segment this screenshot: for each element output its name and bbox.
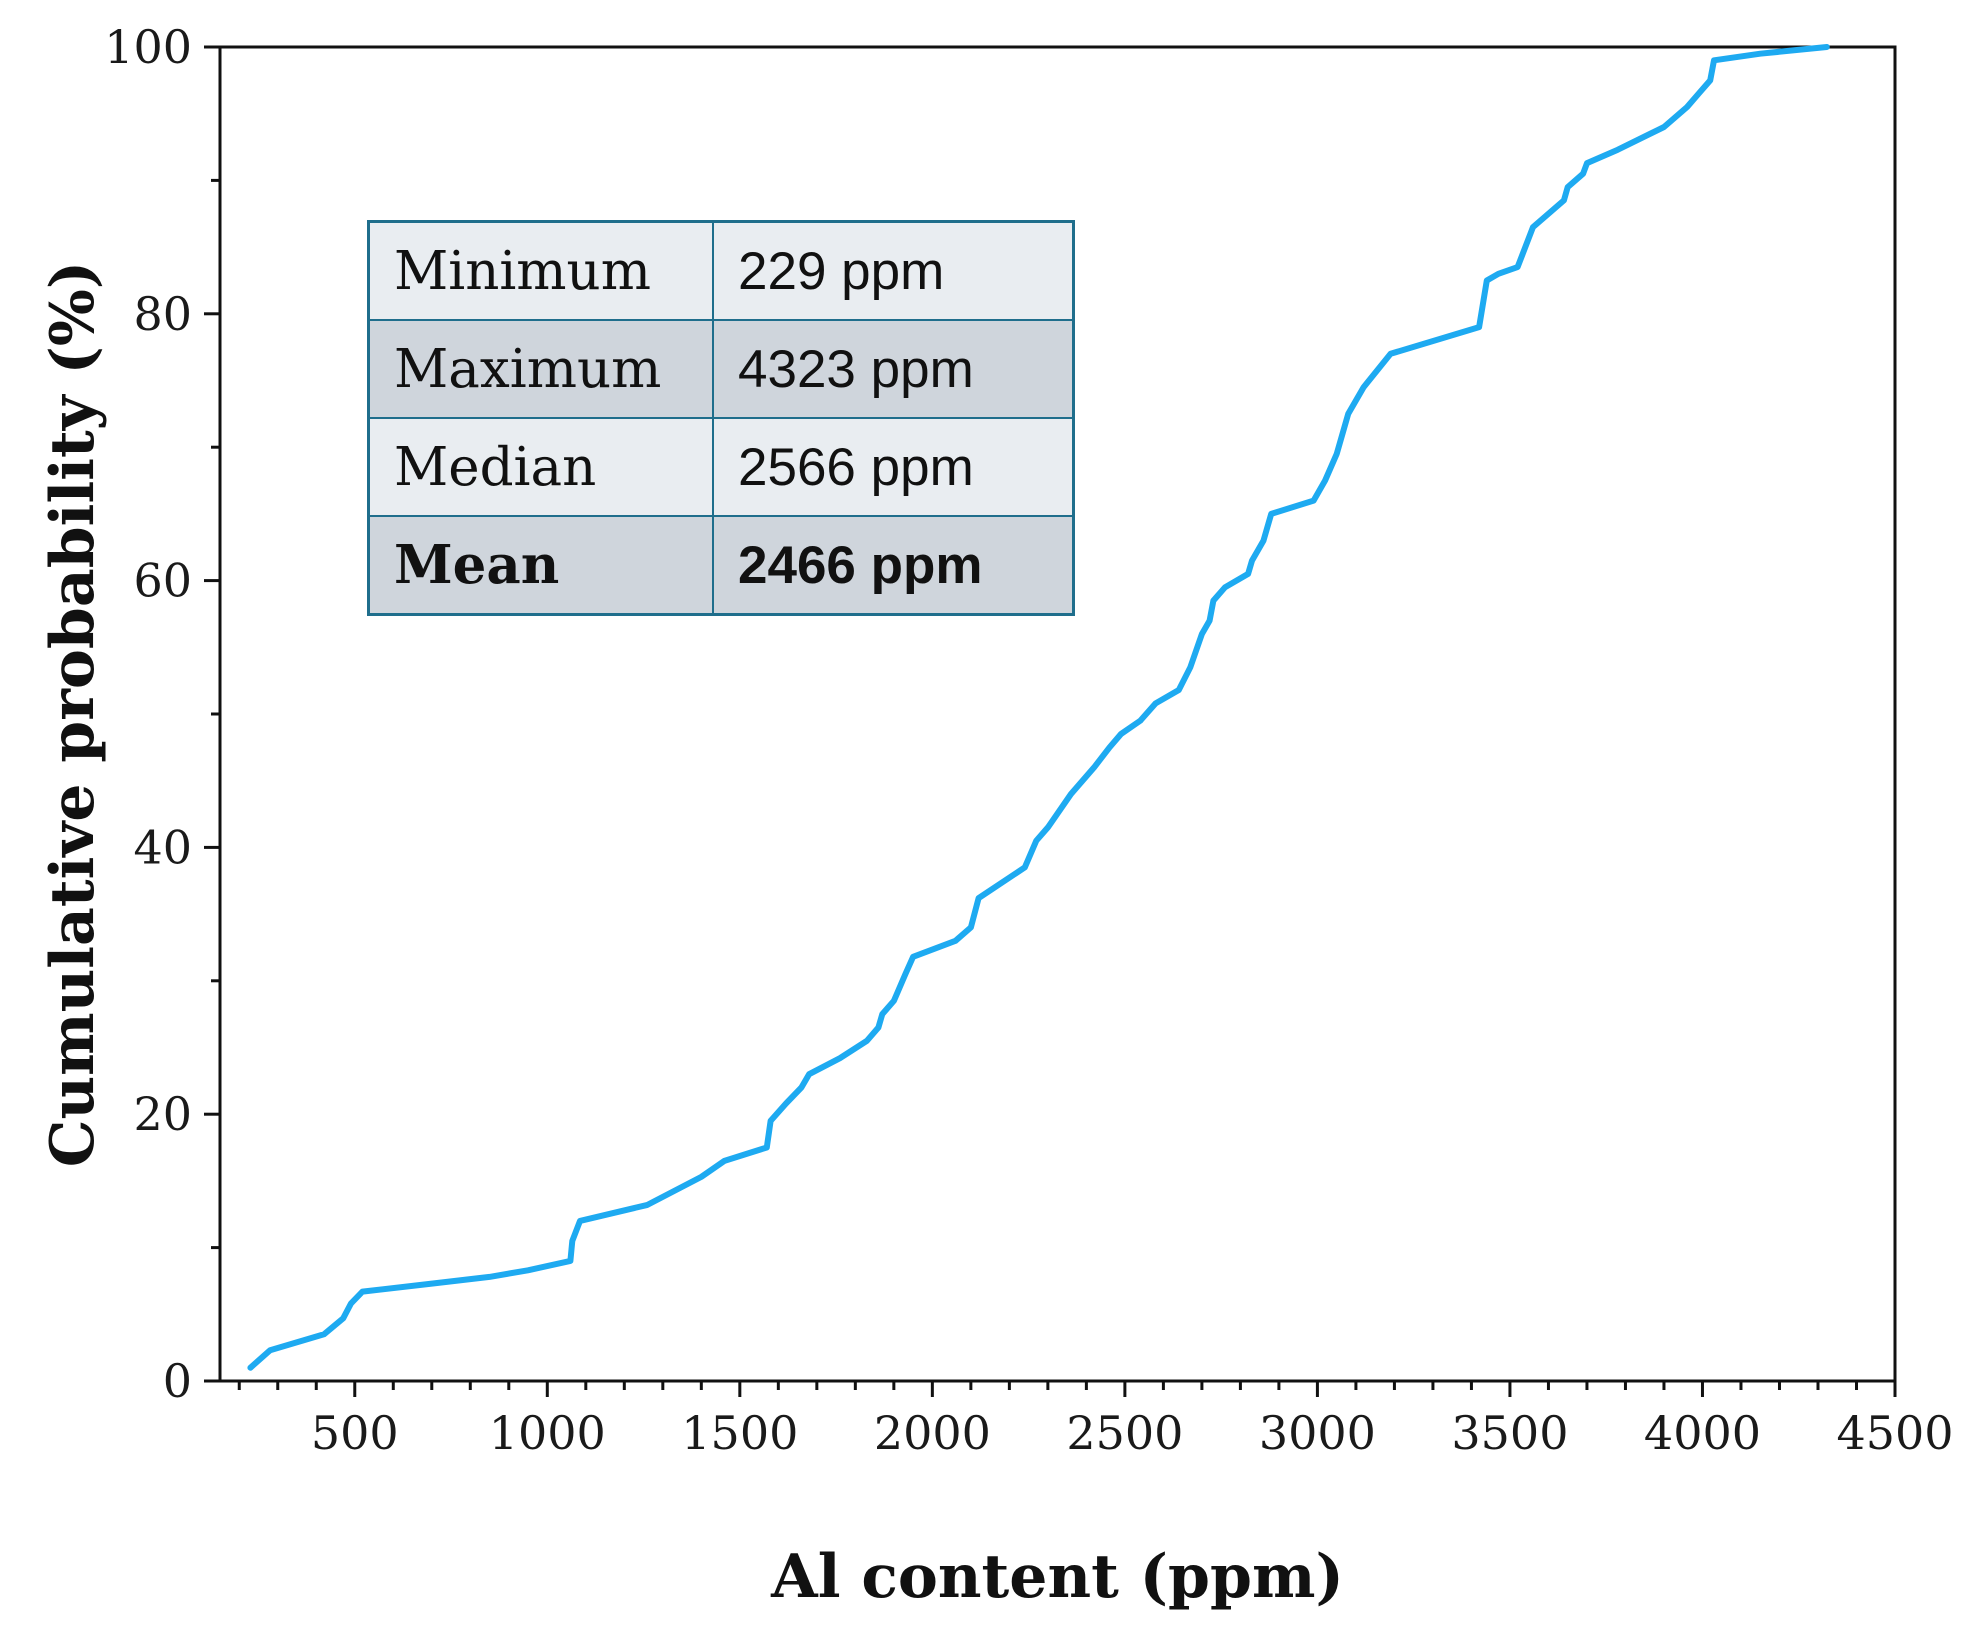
mean-label: Mean — [367, 515, 714, 616]
y-tick-label: 80 — [133, 287, 192, 341]
x-tick-label: 1000 — [489, 1406, 606, 1460]
x-tick-label: 1500 — [681, 1406, 798, 1460]
minimum-label: Minimum — [367, 220, 714, 321]
table-row-median: Median 2566 ppm — [367, 417, 1075, 517]
y-axis-title: Cumulative probability (%) — [38, 261, 108, 1168]
table-row-minimum: Minimum 229 ppm — [367, 220, 1075, 321]
y-tick-label: 60 — [133, 554, 192, 608]
y-tick-label: 100 — [104, 20, 192, 74]
x-tick-label: 2000 — [874, 1406, 991, 1460]
median-value: 2566 ppm — [712, 417, 1075, 517]
x-tick-label: 3500 — [1451, 1406, 1568, 1460]
x-tick-label: 4000 — [1644, 1406, 1761, 1460]
minimum-value: 229 ppm — [712, 220, 1075, 321]
x-tick-label: 500 — [311, 1406, 399, 1460]
statistics-table: Minimum 229 ppm Maximum 4323 ppm Median … — [367, 220, 1075, 616]
table-row-mean: Mean 2466 ppm — [367, 515, 1075, 616]
maximum-label: Maximum — [367, 319, 714, 419]
x-tick-label: 2500 — [1066, 1406, 1183, 1460]
y-tick-label: 20 — [133, 1087, 192, 1141]
maximum-value: 4323 ppm — [712, 319, 1075, 419]
mean-value: 2466 ppm — [712, 515, 1075, 616]
y-tick-label: 0 — [163, 1354, 192, 1408]
x-tick-label: 4500 — [1836, 1406, 1953, 1460]
x-axis-title: Al content (ppm) — [770, 1542, 1344, 1612]
x-tick-label: 3000 — [1259, 1406, 1376, 1460]
cumulative-probability-line — [247, 44, 1830, 1371]
table-row-maximum: Maximum 4323 ppm — [367, 319, 1075, 419]
median-label: Median — [367, 417, 714, 517]
y-tick-label: 40 — [133, 820, 192, 874]
